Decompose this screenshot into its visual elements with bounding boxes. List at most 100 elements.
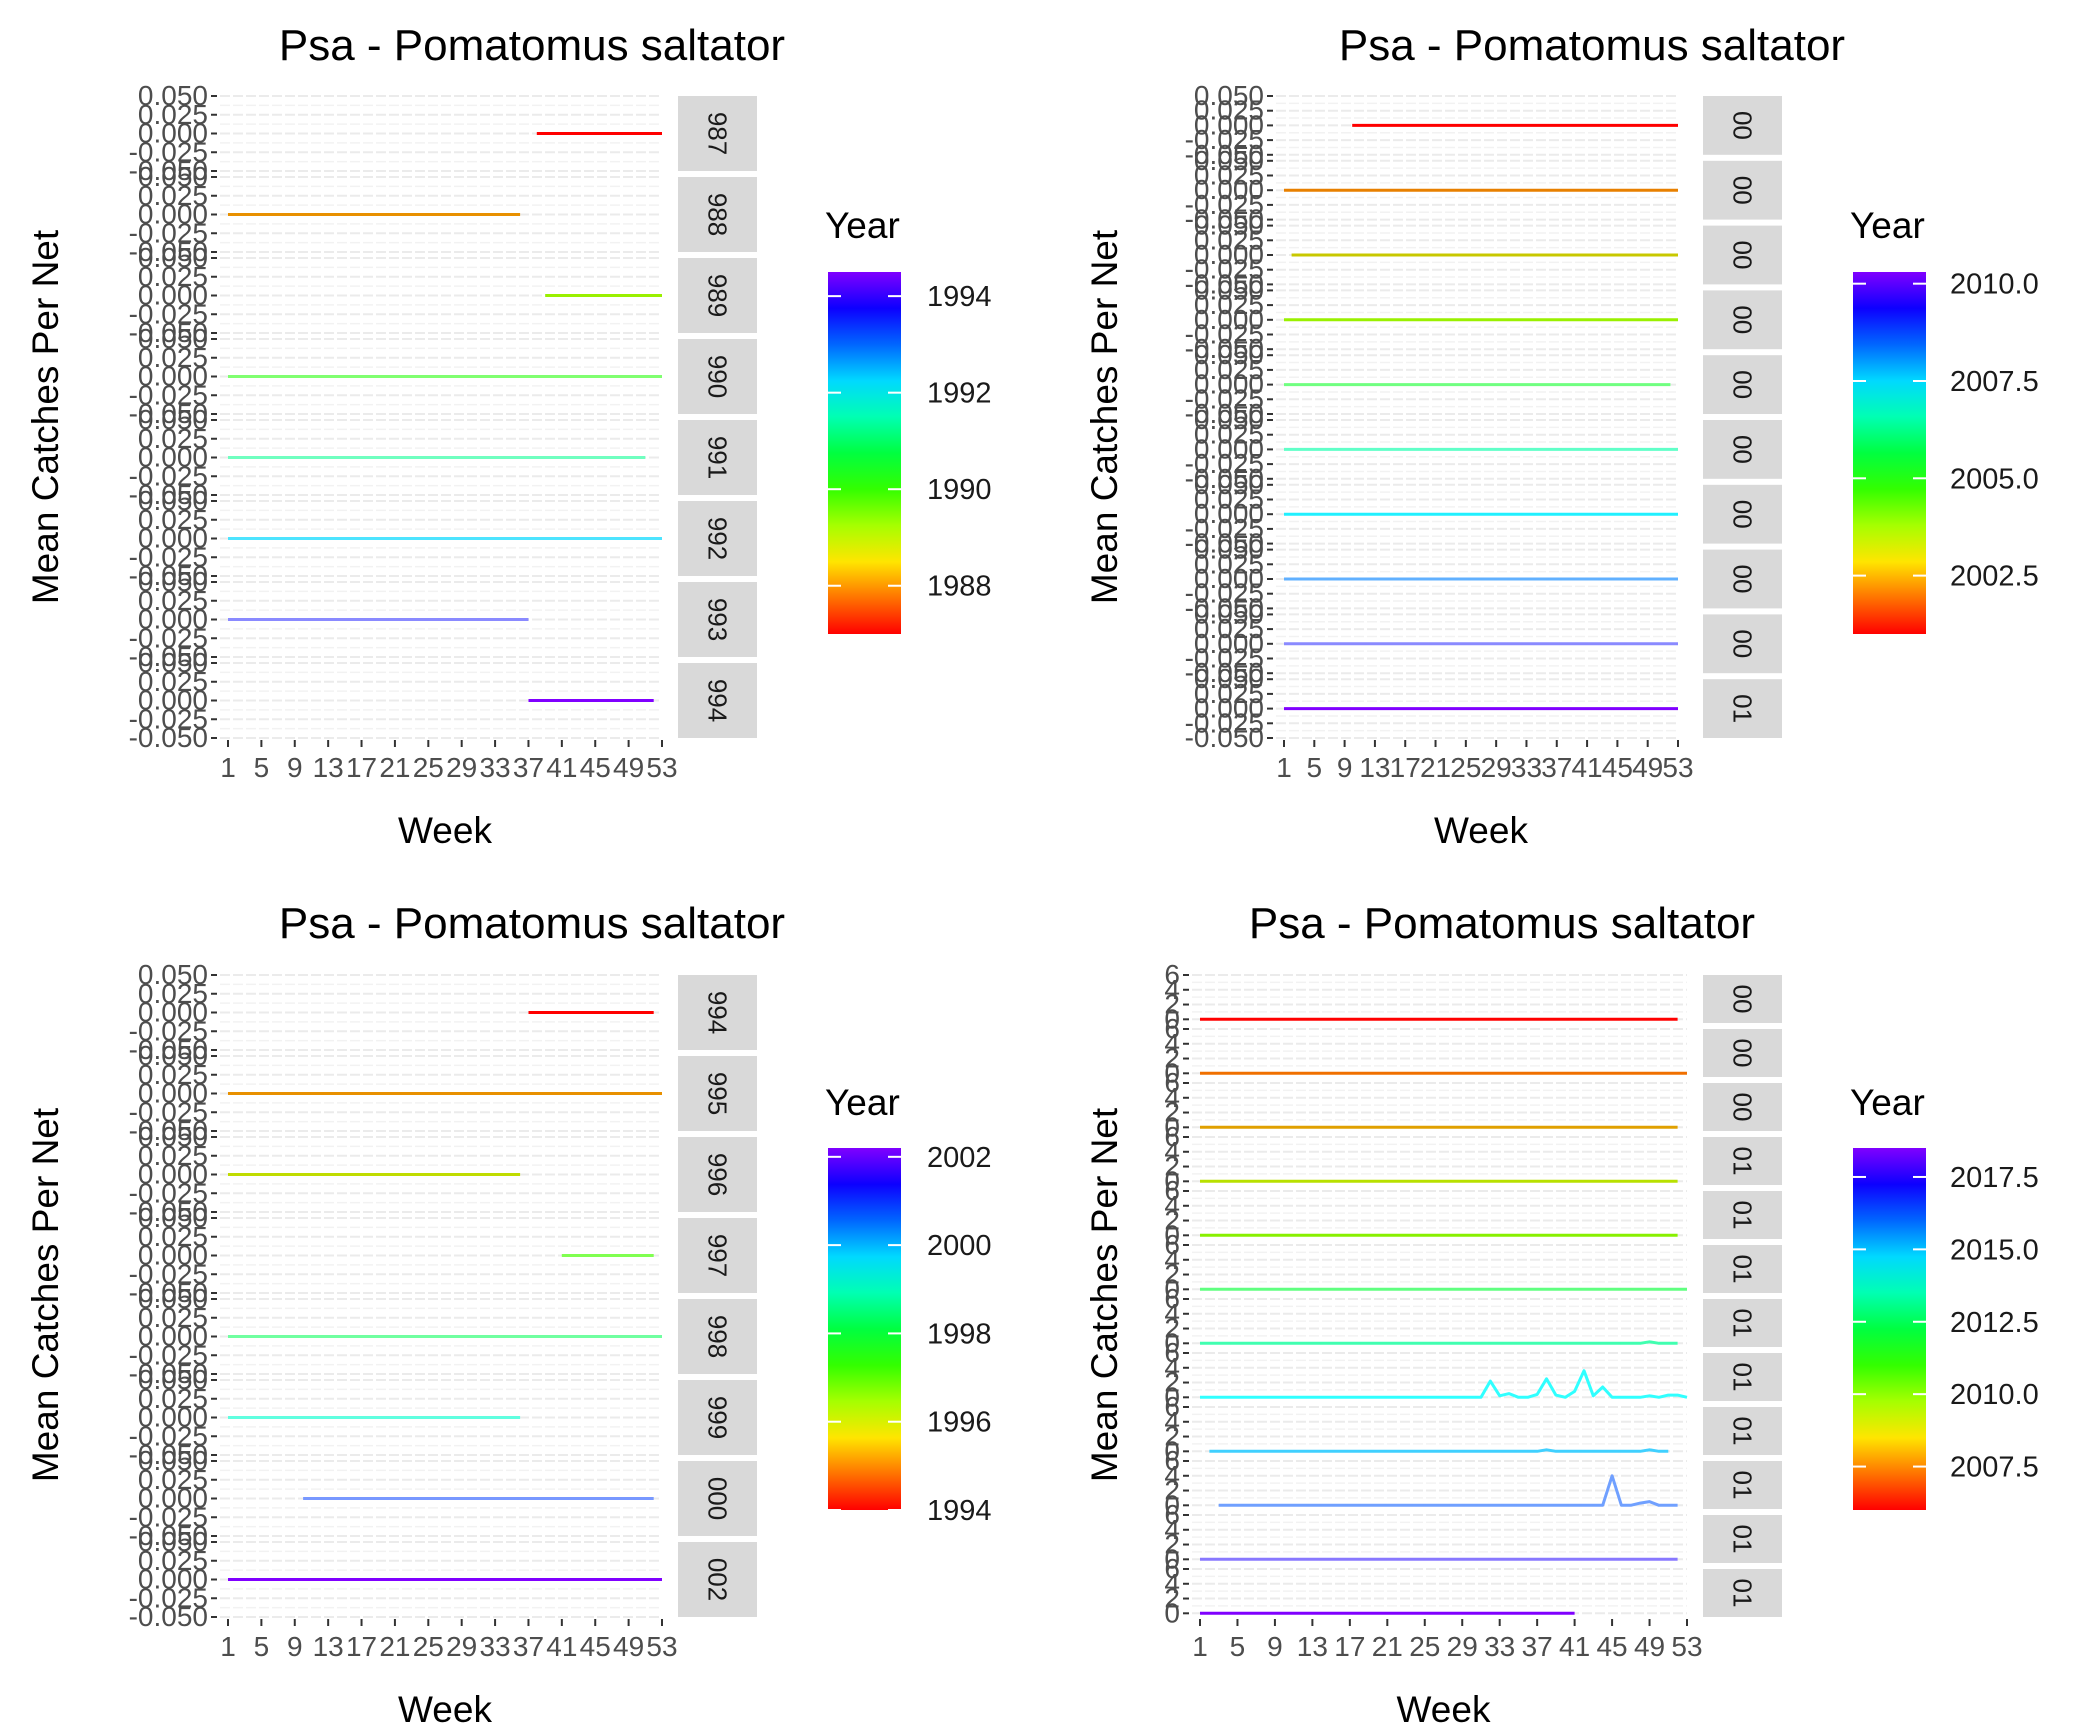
x-tick-label: 9 [287,752,303,783]
y-tick-label: -0.050 [129,1034,208,1065]
y-tick-label: -0.050 [1185,722,1264,753]
x-tick-label: 1 [1276,752,1292,783]
x-tick-label: 1 [1192,1631,1208,1662]
facet-strip [678,1056,757,1131]
x-tick-label: 33 [1511,752,1542,783]
y-tick-label: -0.050 [129,641,208,672]
y-tick-label: 0 [1164,1111,1180,1142]
y-tick-label: 0.050 [138,566,208,597]
y-tick-label: -0.025 [129,136,208,167]
y-axis-label: Mean Catches Per Net [25,1107,66,1482]
y-tick-label: 0.050 [138,1121,208,1152]
y-tick-label: -0.025 [1185,578,1264,609]
y-tick-label: 2 [1164,1421,1180,1452]
facet-strip [678,1299,757,1374]
y-tick-label: 0 [1164,1273,1180,1304]
y-tick-label: 0 [1164,1489,1180,1520]
y-tick-label: 4 [1164,1568,1180,1599]
y-tick-label: 6 [1164,1121,1180,1152]
y-tick-label: 4 [1164,1082,1180,1113]
y-tick-label: 6 [1164,1445,1180,1476]
y-tick-label: 6 [1164,959,1180,990]
y-tick-label: 4 [1164,1406,1180,1437]
y-tick-label: 0 [1164,1381,1180,1412]
y-tick-label: 0.025 [138,978,208,1009]
y-tick-label: 0.000 [138,280,208,311]
y-tick-label: -0.025 [129,217,208,248]
y-tick-label: -0.025 [129,1015,208,1046]
facet-strip-label: 01 [1728,1525,1758,1554]
facet-strip [1703,679,1782,738]
facet-strip-label: 990 [703,355,733,398]
y-tick-label: 0.050 [138,1364,208,1395]
y-tick-label: -0.050 [129,236,208,267]
facet-strip-label: 996 [703,1153,733,1196]
facet-strip-label: 999 [703,1396,733,1439]
y-tick-label: -0.050 [1185,592,1264,623]
y-tick-label: 4 [1164,974,1180,1005]
y-tick-label: 0.025 [1194,419,1264,450]
facet-strip-label: 00 [1728,1039,1758,1068]
series-line-2014 [1209,1448,1669,1453]
facet-strip-label: 00 [1728,111,1758,140]
y-tick-label: 0.000 [1194,109,1264,140]
y-tick-label: 0.025 [138,1383,208,1414]
y-tick-label: 0 [1164,1057,1180,1088]
legend-label: 2010.0 [1950,269,2039,301]
y-tick-label: 2 [1164,1043,1180,1074]
legend-label: 1996 [927,1407,992,1439]
x-axis-label: Week [398,1689,492,1730]
y-tick-label: -0.025 [129,1420,208,1451]
x-tick-label: 41 [1559,1631,1590,1662]
facet-strip-label: 992 [703,517,733,560]
facet-strip-label: 01 [1728,1579,1758,1608]
y-tick-label: -0.050 [1185,657,1264,688]
facet-strip [678,1461,757,1536]
y-tick-label: 2 [1164,1151,1180,1182]
x-tick-label: 9 [1337,752,1353,783]
y-tick-label: 0.050 [1194,663,1264,694]
x-tick-label: 45 [1596,1631,1627,1662]
y-tick-label: 0.000 [1194,563,1264,594]
y-tick-label: 0.000 [138,1321,208,1352]
legend-label: 2015.0 [1950,1234,2039,1266]
y-tick-label: 0.050 [1194,210,1264,241]
y-tick-label: 0.000 [138,1483,208,1514]
facet-strip [678,1218,757,1293]
y-axis-label: Mean Catches Per Net [1084,1107,1125,1482]
x-tick-label: 37 [513,1631,544,1662]
facet-strip-label: 00 [1728,241,1758,270]
facet-strip-label: 987 [703,112,733,155]
chart-panel-4: Psa - Pomatomus saltator Week Mean Catches… [1084,899,2039,1730]
facet-strip-label: 00 [1728,305,1758,334]
facet-strip [1703,1245,1782,1293]
y-tick-label: 0.000 [138,685,208,716]
facet-strip [678,1137,757,1212]
x-tick-label: 41 [546,752,577,783]
y-tick-label: 0.000 [1194,628,1264,659]
facet-strip-label: 00 [1728,435,1758,464]
facet-strip-label: 998 [703,1315,733,1358]
y-tick-label: -0.025 [129,703,208,734]
legend-label: 2017.5 [1950,1162,2039,1194]
y-tick-label: -0.025 [1185,513,1264,544]
legend-title: Year [1850,1082,1925,1123]
y-tick-label: 0.000 [138,1402,208,1433]
y-tick-label: -0.025 [129,1582,208,1613]
series-line-2012 [1200,1340,1678,1345]
y-tick-label: 0.025 [1194,160,1264,191]
y-tick-label: 4 [1164,1136,1180,1167]
y-tick-label: -0.050 [129,155,208,186]
x-tick-label: 13 [1297,1631,1328,1662]
x-tick-label: 45 [580,1631,611,1662]
y-tick-label: 0.025 [138,1464,208,1495]
